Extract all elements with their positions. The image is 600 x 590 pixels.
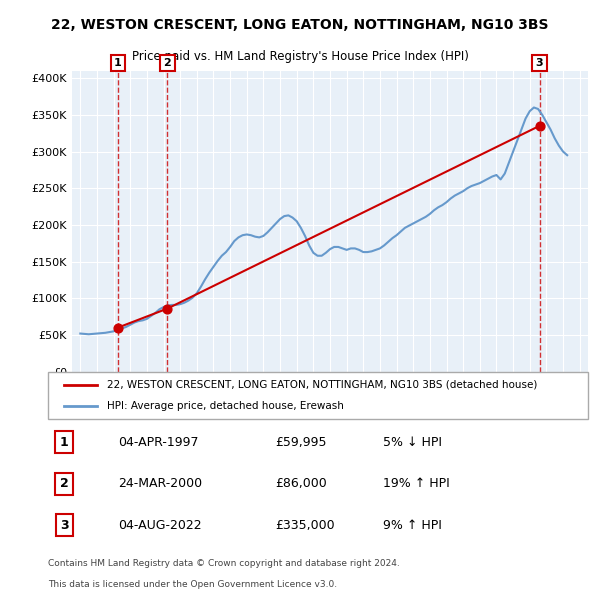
Text: 19% ↑ HPI: 19% ↑ HPI [383,477,449,490]
Text: £59,995: £59,995 [275,436,326,449]
Point [163,304,172,313]
Text: 3: 3 [536,58,544,68]
Text: 22, WESTON CRESCENT, LONG EATON, NOTTINGHAM, NG10 3BS (detached house): 22, WESTON CRESCENT, LONG EATON, NOTTING… [107,380,538,390]
Text: 04-APR-1997: 04-APR-1997 [118,436,199,449]
Text: 22, WESTON CRESCENT, LONG EATON, NOTTINGHAM, NG10 3BS: 22, WESTON CRESCENT, LONG EATON, NOTTING… [51,18,549,32]
Point [535,121,544,130]
Text: £86,000: £86,000 [275,477,326,490]
Text: 2: 2 [164,58,171,68]
Text: 24-MAR-2000: 24-MAR-2000 [118,477,202,490]
Text: £335,000: £335,000 [275,519,334,532]
Text: 9% ↑ HPI: 9% ↑ HPI [383,519,442,532]
Text: HPI: Average price, detached house, Erewash: HPI: Average price, detached house, Erew… [107,401,344,411]
Point [113,323,122,332]
Text: 1: 1 [60,436,68,449]
Text: Contains HM Land Registry data © Crown copyright and database right 2024.: Contains HM Land Registry data © Crown c… [48,559,400,568]
Text: 04-AUG-2022: 04-AUG-2022 [118,519,202,532]
Text: 1: 1 [114,58,122,68]
Text: 5% ↓ HPI: 5% ↓ HPI [383,436,442,449]
Text: This data is licensed under the Open Government Licence v3.0.: This data is licensed under the Open Gov… [48,579,337,589]
FancyBboxPatch shape [48,372,588,419]
Text: Price paid vs. HM Land Registry's House Price Index (HPI): Price paid vs. HM Land Registry's House … [131,50,469,63]
Text: 3: 3 [60,519,68,532]
Text: 2: 2 [60,477,68,490]
